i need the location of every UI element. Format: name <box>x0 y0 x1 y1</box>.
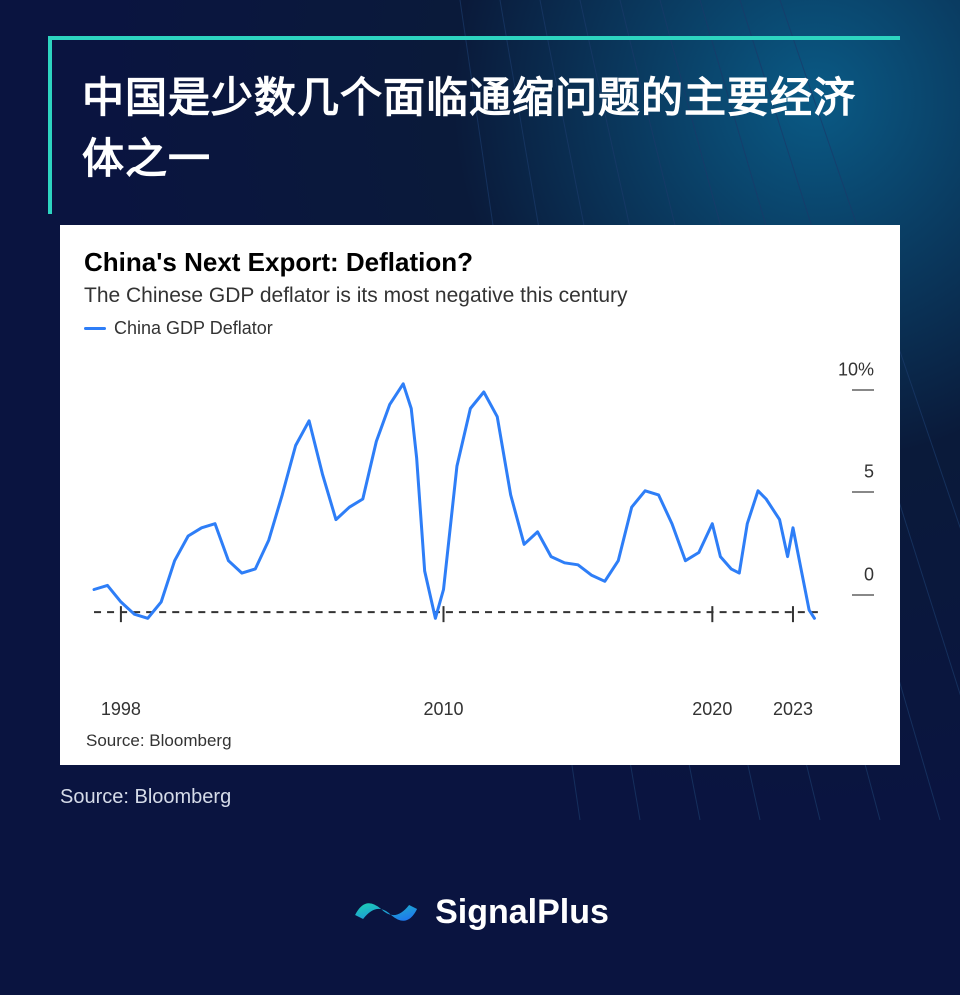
x-tick-label: 2010 <box>423 699 463 720</box>
brand-name: SignalPlus <box>435 893 609 932</box>
brand-logo-icon <box>351 889 421 935</box>
x-tick-label: 1998 <box>101 699 141 720</box>
chart-inner-source: Source: Bloomberg <box>86 731 232 751</box>
y-tick-mark <box>852 594 874 596</box>
legend-label: China GDP Deflator <box>114 318 273 339</box>
chart-panel: China's Next Export: Deflation? The Chin… <box>60 225 900 765</box>
y-tick-label: 0 <box>864 565 874 586</box>
x-tick-label: 2023 <box>773 699 813 720</box>
chart-legend: China GDP Deflator <box>84 318 876 339</box>
line-chart-svg <box>84 347 876 697</box>
y-tick-mark <box>852 389 874 391</box>
y-tick-label: 10% <box>838 359 874 380</box>
brand: SignalPlus <box>351 889 609 935</box>
chart-subtitle: The Chinese GDP deflator is its most neg… <box>84 284 876 308</box>
x-axis-labels: 1998 2010 2020 2023 <box>88 699 840 719</box>
legend-swatch <box>84 327 106 330</box>
y-tick-mark <box>852 491 874 493</box>
plot-area: 10% 5 0 <box>84 347 876 697</box>
title-block: 中国是少数几个面临通缩问题的主要经济体之一 <box>48 36 900 214</box>
chart-title: China's Next Export: Deflation? <box>84 247 876 278</box>
outer-source: Source: Bloomberg <box>60 786 231 809</box>
y-tick-label: 5 <box>864 462 874 483</box>
x-tick-label: 2020 <box>692 699 732 720</box>
page-title: 中国是少数几个面临通缩问题的主要经济体之一 <box>82 68 870 190</box>
